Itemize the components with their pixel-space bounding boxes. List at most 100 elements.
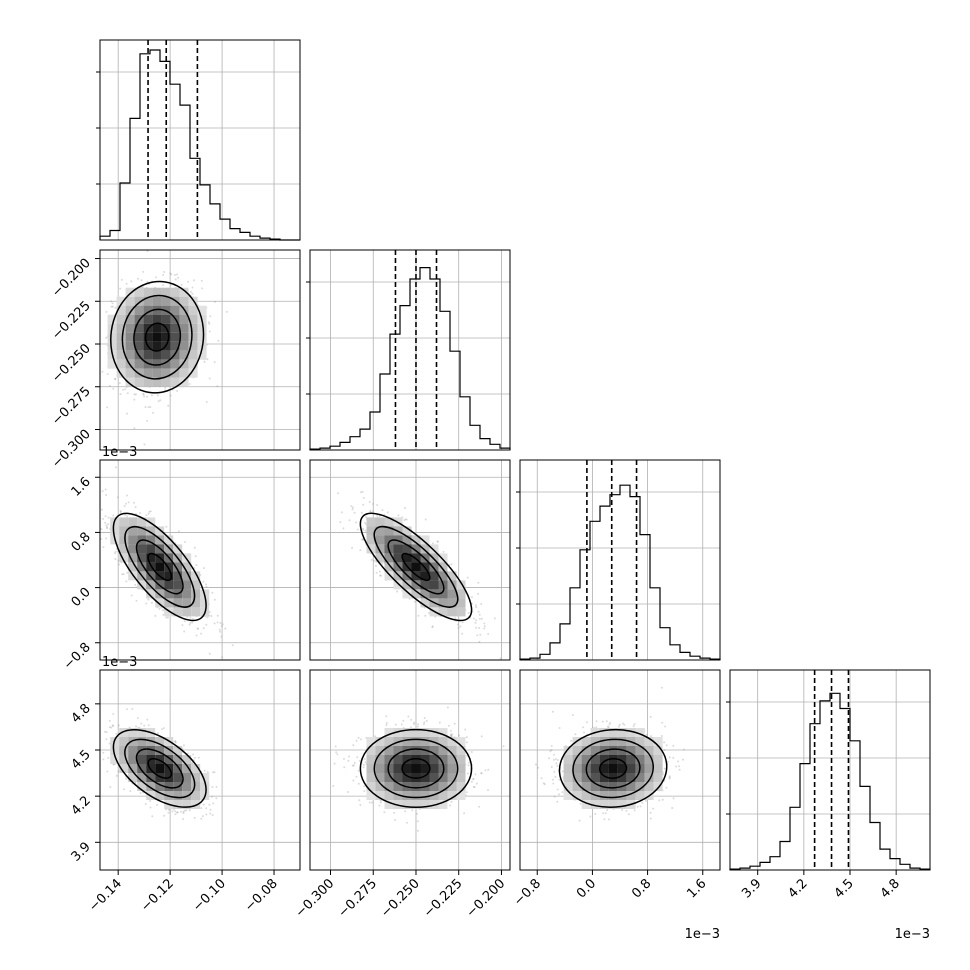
scatter-point [361, 528, 364, 531]
scatter-point [142, 392, 145, 395]
scatter-point [370, 558, 373, 561]
density-cell [429, 580, 439, 590]
density-cell [116, 359, 126, 369]
density-cell [456, 607, 466, 617]
scatter-point [126, 708, 128, 711]
scatter-point [442, 550, 445, 553]
density-cell [161, 296, 171, 306]
scatter-point [133, 427, 136, 430]
density-cell [125, 350, 135, 360]
scatter-point [171, 810, 174, 813]
scatter-point [114, 558, 117, 561]
density-cell [170, 305, 180, 315]
scatter-point [477, 610, 480, 613]
density-cell [402, 526, 412, 536]
density-cell [110, 746, 120, 755]
density-cell [137, 562, 147, 572]
scatter-point [115, 732, 118, 735]
scatter-point [376, 514, 379, 517]
density-cell [107, 359, 117, 369]
scatter-point [147, 724, 150, 727]
scatter-point [181, 624, 184, 627]
density-cell [197, 332, 207, 342]
scatter-point [206, 771, 209, 774]
scatter-point [174, 813, 177, 816]
scatter-point [185, 809, 188, 812]
contour-line [124, 738, 196, 799]
scatter-point [219, 622, 222, 624]
density-cell [152, 314, 162, 324]
scatter-point [208, 652, 211, 655]
scatter-point [174, 740, 177, 743]
scatter-point [149, 406, 152, 408]
scatter-point [169, 283, 172, 286]
scatter-point [201, 287, 204, 290]
histogram-step [519, 484, 721, 660]
scatter-point [124, 513, 127, 516]
density-cell [182, 589, 192, 599]
density-cell [128, 746, 138, 755]
density-cell [137, 755, 147, 764]
scatter-point [472, 785, 475, 788]
scatter-point [214, 300, 216, 303]
scatter-point [108, 384, 111, 387]
scatter-point [208, 322, 211, 325]
density-cell [137, 764, 147, 773]
scatter-point [409, 726, 412, 729]
scatter-point [196, 627, 199, 630]
scatter-point [164, 386, 167, 389]
density-cell [438, 562, 448, 572]
density-cell [456, 589, 466, 599]
density-cell [173, 800, 183, 809]
scatter-point [149, 510, 152, 513]
scatter-point [359, 738, 362, 741]
density-cell [137, 517, 147, 527]
panel-frame [99, 669, 301, 871]
scatter-point [111, 724, 114, 727]
scatter-point [112, 725, 115, 728]
scatter-point [147, 406, 150, 409]
density-cell [125, 377, 135, 387]
density-cell [438, 571, 448, 581]
scatter-point [139, 792, 142, 795]
scatter-point [483, 664, 485, 666]
scatter-point [169, 394, 172, 397]
density-cell [128, 526, 138, 536]
scatter-point [205, 807, 208, 810]
density-cell [134, 377, 144, 387]
scatter-point [101, 490, 104, 493]
density-cell [173, 773, 183, 782]
density-cell [375, 517, 385, 527]
density-cell [375, 544, 385, 554]
scatter-point [218, 628, 221, 631]
density-cell [170, 368, 180, 378]
scatter-point [97, 538, 99, 540]
density-cell [137, 773, 147, 782]
density-cell [179, 341, 189, 351]
scatter-point [376, 504, 379, 506]
scatter-point [175, 273, 178, 276]
density-cell [170, 287, 180, 297]
contour-line [133, 308, 182, 366]
density-cell [134, 332, 144, 342]
scatter-point [202, 580, 205, 583]
density-cell [188, 359, 198, 369]
scatter-point [356, 528, 359, 531]
density-cell [155, 764, 165, 773]
density-cell [438, 589, 448, 599]
scatter-point [116, 496, 119, 499]
density-cell [164, 580, 174, 590]
density-cell [164, 535, 174, 545]
scatter-point [213, 361, 216, 364]
density-cell [366, 526, 376, 536]
scatter-point [424, 518, 427, 521]
scatter-point [176, 389, 179, 392]
scatter-point [210, 615, 213, 617]
scatter-point [474, 604, 477, 607]
scatter-point [133, 501, 135, 504]
density-cell [137, 553, 147, 563]
scatter-point [360, 491, 362, 494]
density-cell [173, 755, 183, 764]
density-cell [182, 764, 192, 773]
